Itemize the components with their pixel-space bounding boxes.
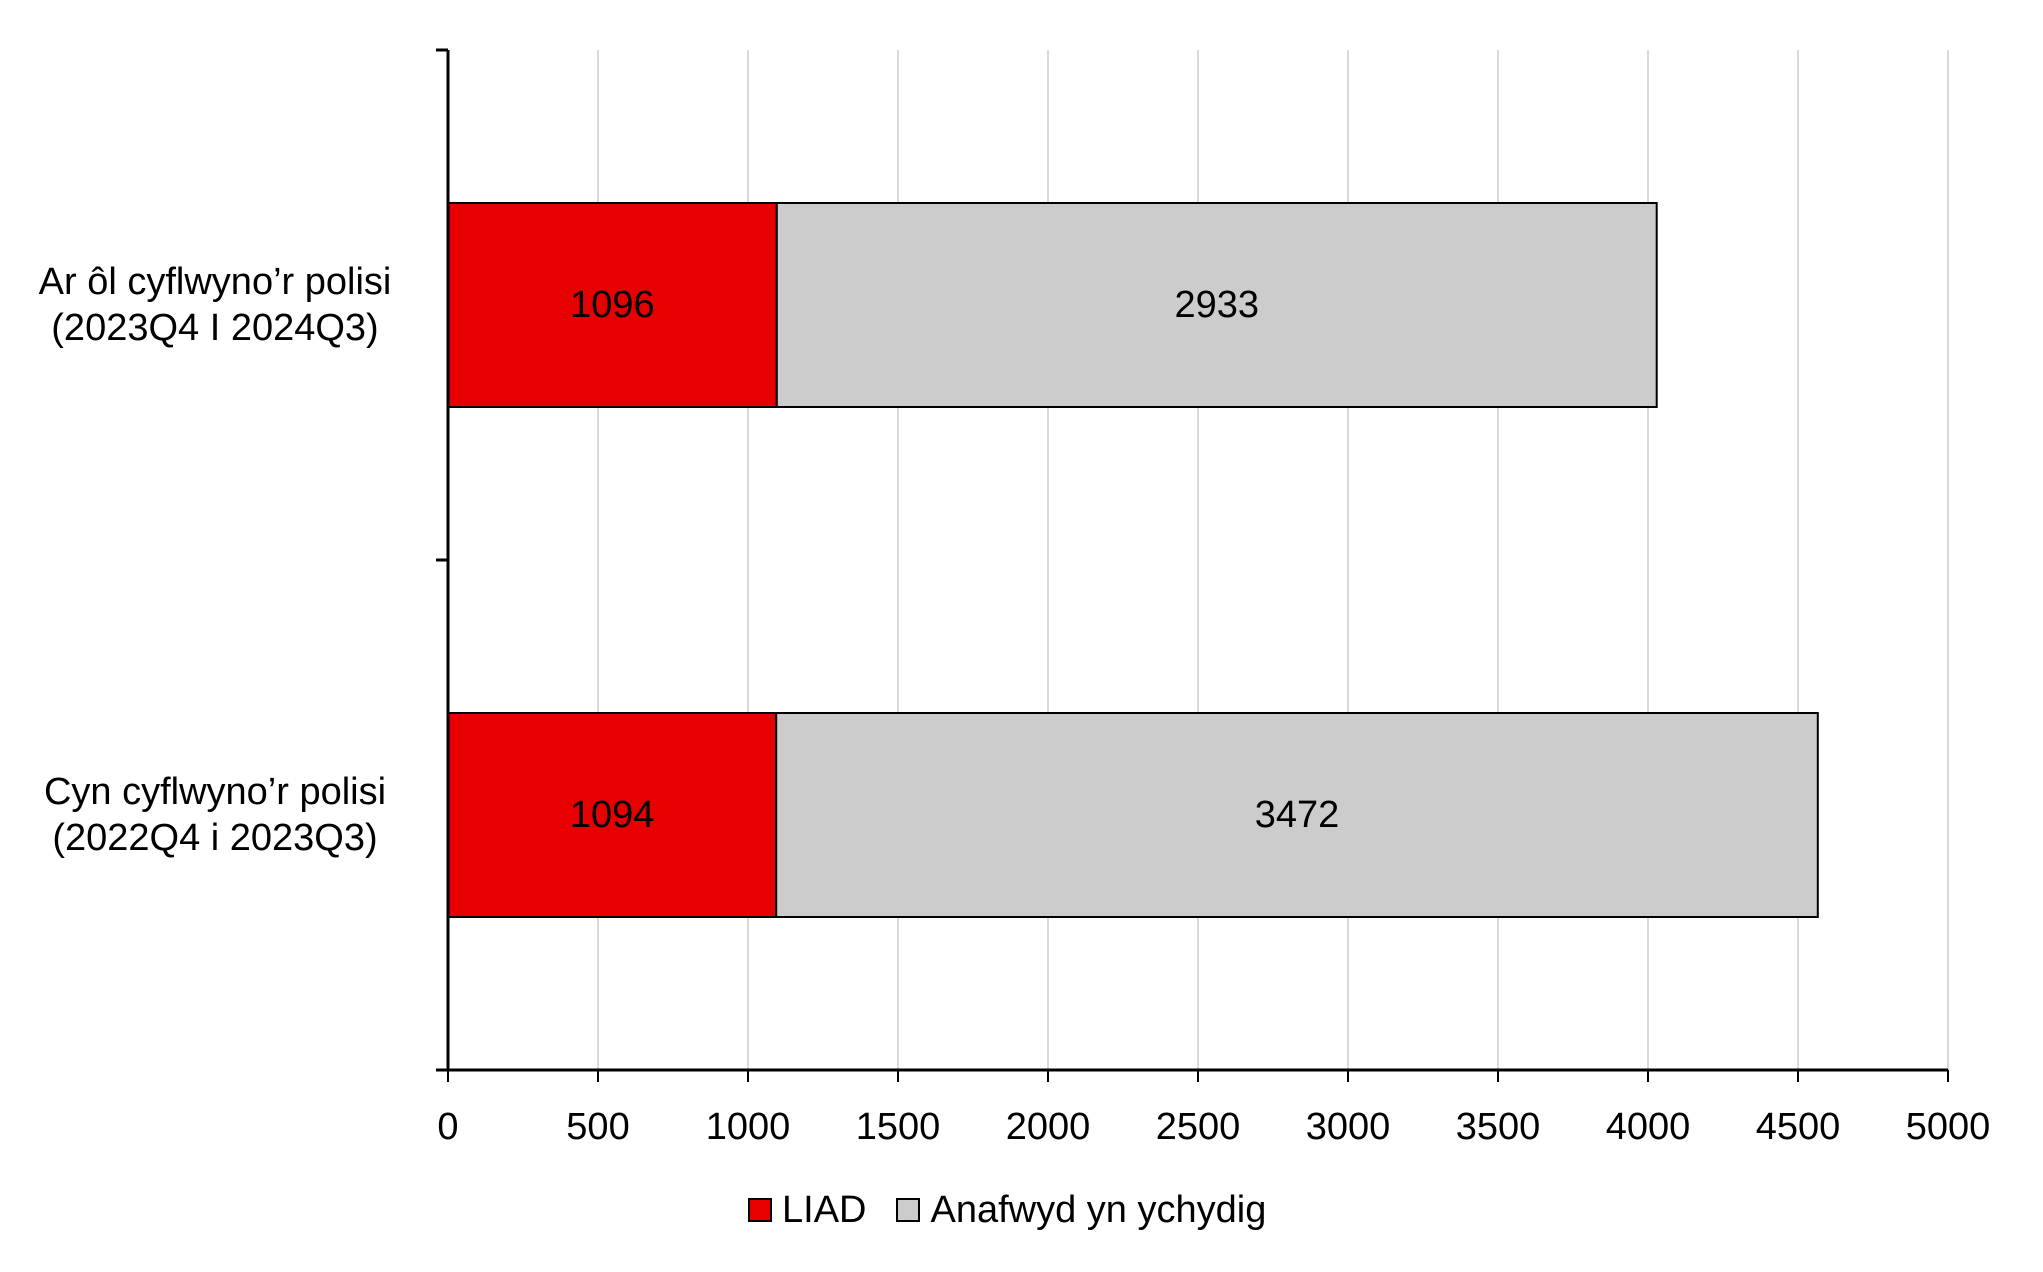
legend-item-liad: LIAD: [748, 1188, 866, 1232]
legend-item-anafwyd: Anafwyd yn ychydig: [896, 1188, 1266, 1232]
bar-value-label: 2933: [1174, 284, 1260, 326]
category-label-line1: Ar ôl cyflwyno’r polisi: [38, 261, 392, 303]
x-tick-label: 2000: [1005, 1106, 1091, 1148]
category-label: Ar ôl cyflwyno’r polisi (2023Q4 I 2024Q3): [5, 259, 425, 351]
legend-label-liad: LIAD: [782, 1189, 867, 1231]
category-label-line2: (2023Q4 I 2024Q3): [51, 307, 379, 349]
legend-swatch-liad: [748, 1198, 772, 1222]
bars: [447, 202, 1819, 918]
x-tick-label: 4500: [1755, 1106, 1841, 1148]
x-tick-label: 4000: [1605, 1106, 1691, 1148]
category-label-line1: Cyn cyflwyno’r polisi: [43, 771, 387, 813]
x-tick-label: 3500: [1455, 1106, 1541, 1148]
bar-segment: [775, 712, 1819, 918]
bar-segment: [775, 202, 1658, 408]
bar-value-label: 1096: [570, 284, 655, 326]
legend-label-anafwyd: Anafwyd yn ychydig: [930, 1189, 1267, 1231]
bar-segment: [447, 202, 778, 408]
bar-value-label: 1094: [569, 794, 655, 836]
x-tick-label: 2500: [1155, 1106, 1241, 1148]
category-label-line2: (2022Q4 i 2023Q3): [52, 817, 378, 859]
x-tick-label: 1500: [855, 1106, 941, 1148]
legend: LIAD Anafwyd yn ychydig: [748, 1188, 1296, 1232]
legend-swatch-anafwyd: [896, 1198, 921, 1222]
x-tick-label: 5000: [1905, 1106, 1991, 1148]
x-tick-label: 500: [566, 1106, 630, 1148]
axes: [436, 48, 1949, 1082]
x-tick-label: 3000: [1305, 1106, 1391, 1148]
category-label: Cyn cyflwyno’r polisi (2022Q4 i 2023Q3): [5, 769, 425, 861]
x-tick-label: 1000: [705, 1106, 791, 1148]
x-tick-label: 0: [437, 1106, 459, 1148]
bar-value-label: 3472: [1254, 794, 1340, 836]
